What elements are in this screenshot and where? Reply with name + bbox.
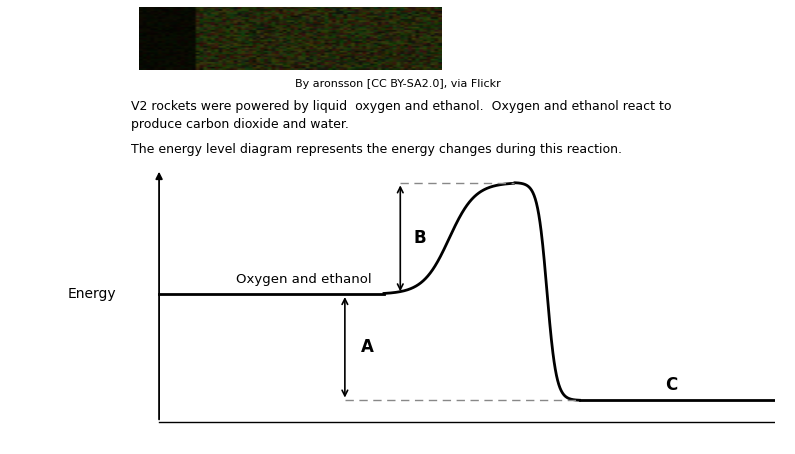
Text: The energy level diagram represents the energy changes during this reaction.: The energy level diagram represents the … — [131, 143, 622, 156]
Text: B: B — [413, 229, 426, 247]
Text: C: C — [665, 376, 677, 395]
Text: produce carbon dioxide and water.: produce carbon dioxide and water. — [131, 118, 349, 131]
Text: Energy: Energy — [68, 287, 117, 301]
Text: V2 rockets were powered by liquid  oxygen and ethanol.  Oxygen and ethanol react: V2 rockets were powered by liquid oxygen… — [131, 100, 672, 113]
Text: Oxygen and ethanol: Oxygen and ethanol — [236, 273, 372, 286]
Text: A: A — [361, 338, 374, 356]
Text: By aronsson [CC BY-SA2.0], via Flickr: By aronsson [CC BY-SA2.0], via Flickr — [295, 79, 500, 89]
